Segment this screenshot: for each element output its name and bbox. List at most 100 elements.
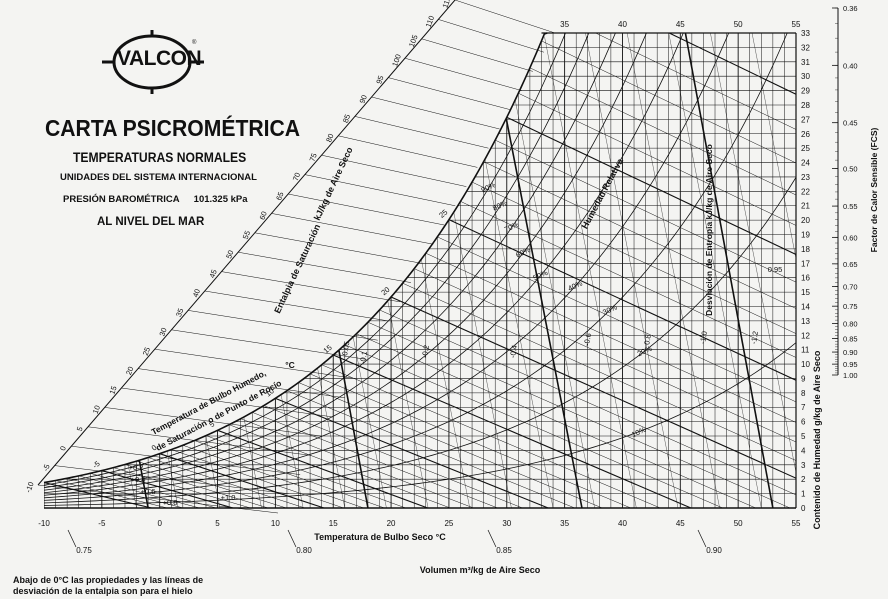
y-tick-label: 26 (801, 130, 810, 139)
enthalpy-line (88, 426, 312, 456)
enthalpy-tick-label: 90 (358, 94, 369, 105)
ice-deviation-label: +0.8 (163, 498, 178, 507)
wet-bulb-line (390, 296, 796, 508)
enthalpy-tick-label: 40 (191, 288, 202, 299)
footnote: Abajo de 0°C las propiedades y las línea… (13, 575, 204, 596)
wet-bulb-line (344, 344, 723, 508)
wet-bulb-line (217, 429, 428, 508)
x-tick-label: -5 (98, 519, 106, 528)
wet-bulb-line (471, 181, 796, 508)
enthalpy-tick-label: 65 (274, 191, 285, 202)
y-tick-label: 14 (801, 302, 810, 311)
volume-leader (287, 529, 297, 548)
y-tick-label: 1 (801, 490, 806, 499)
wet-bulb-line (518, 93, 796, 508)
shf-tick-label: 0.40 (843, 61, 858, 70)
y-tick-label: 22 (801, 187, 810, 196)
volume-line (488, 33, 583, 508)
volume-line (59, 33, 149, 508)
x-tick-label: 35 (560, 519, 569, 528)
wet-bulb-label: -5 (91, 459, 102, 470)
enthalpy-tick-label: 110 (424, 14, 437, 28)
enthalpy-tick-label: 105 (407, 34, 420, 49)
top-tick-label: 35 (560, 20, 569, 29)
enthalpy-tick-label: 0 (58, 445, 68, 452)
volume-fine-line (751, 33, 796, 508)
logo-emblem-icon (102, 30, 204, 94)
volume-tick-label: 0.80 (296, 546, 312, 555)
y-tick-label: 29 (801, 87, 810, 96)
shf-tick-label: 1.00 (843, 371, 858, 380)
y-tick-label: 32 (801, 43, 810, 52)
wet-bulb-line (55, 480, 168, 508)
y-tick-label: 21 (801, 202, 810, 211)
enthalpy-line (454, 0, 556, 34)
deviation-label: 0.8 (642, 334, 653, 346)
wet-bulb-line (90, 473, 217, 508)
enthalpy-line (404, 57, 522, 91)
wet-bulb-line (402, 282, 796, 508)
wet-bulb-line (229, 424, 451, 508)
enthalpy-line (104, 407, 323, 437)
enthalpy-tick-label: 55 (241, 229, 252, 240)
enthalpy-tick-label: -5 (41, 463, 52, 472)
enthalpy-line (171, 329, 367, 360)
rh-curve-label: 70% (503, 220, 521, 235)
wet-bulb-label: 25 (437, 208, 449, 220)
volume-tick-label: 0.90 (706, 546, 722, 555)
y-tick-label: 11 (801, 346, 810, 355)
y-tick-label: 3 (801, 461, 806, 470)
rh-curve (44, 177, 796, 504)
wet-bulb-line (263, 405, 523, 508)
rh-axis-label: Humedad Relativa (580, 156, 626, 230)
y-tick-label: 27 (801, 115, 810, 124)
deviation-label: -1.2 (749, 330, 760, 344)
shf-tick-label: 0.65 (843, 260, 858, 269)
x-tick-label: -10 (38, 519, 50, 528)
wet-bulb-line (113, 467, 251, 508)
enthalpy-tick-label: 70 (291, 171, 302, 182)
wet-bulb-line (298, 382, 603, 508)
wet-bulb-line (67, 478, 184, 508)
x-tick-label: 20 (387, 519, 396, 528)
wet-bulb-line (460, 201, 796, 508)
x-tick-label: 40 (618, 519, 627, 528)
enthalpy-tick-label: 5 (75, 425, 85, 432)
y-tick-label: 10 (801, 360, 810, 369)
y-tick-label: 2 (801, 475, 806, 484)
deviation-label: -0.4 (508, 344, 519, 358)
enthalpy-line (254, 232, 423, 264)
wet-bulb-line (286, 390, 575, 508)
rh-curve-label: 50% (532, 268, 550, 283)
volume-fine-line (710, 33, 796, 508)
wet-bulb-line (437, 236, 796, 508)
volume-tick-label: 0.85 (496, 546, 512, 555)
wet-bulb-line (124, 464, 269, 508)
y-tick-label: 0 (801, 504, 806, 513)
top-tick-label: 50 (734, 20, 743, 29)
enthalpy-tick-label: -10 (24, 481, 36, 494)
wet-bulb-line (240, 418, 474, 508)
x-tick-label: 0 (157, 519, 162, 528)
enthalpy-line (37, 484, 279, 514)
wet-bulb-line (367, 321, 791, 508)
enthalpy-tick-label: 75 (308, 152, 319, 163)
wet-bulb-unit: °C (285, 360, 295, 370)
enthalpy-line (221, 271, 400, 303)
volume-leader (487, 529, 497, 548)
y-tick-label: 5 (801, 432, 806, 441)
x-tick-label: 45 (676, 519, 685, 528)
enthalpy-line (121, 387, 334, 418)
enthalpy-tick-label: 25 (141, 346, 152, 357)
shf-tick-label: 0.95 (843, 360, 858, 369)
wet-bulb-line (495, 139, 796, 508)
y-tick-label: 25 (801, 144, 810, 153)
wet-bulb-line (78, 475, 200, 508)
shf-tick-label: 0.60 (843, 233, 858, 242)
wet-bulb-line (275, 397, 549, 508)
enthalpy-tick-label: 35 (174, 307, 185, 318)
x-axis-label: Temperatura de Bulbo Seco °C (314, 532, 446, 542)
registered-mark: ® (192, 40, 197, 46)
wet-bulb-line (529, 67, 796, 508)
wet-bulb-line (483, 161, 796, 508)
